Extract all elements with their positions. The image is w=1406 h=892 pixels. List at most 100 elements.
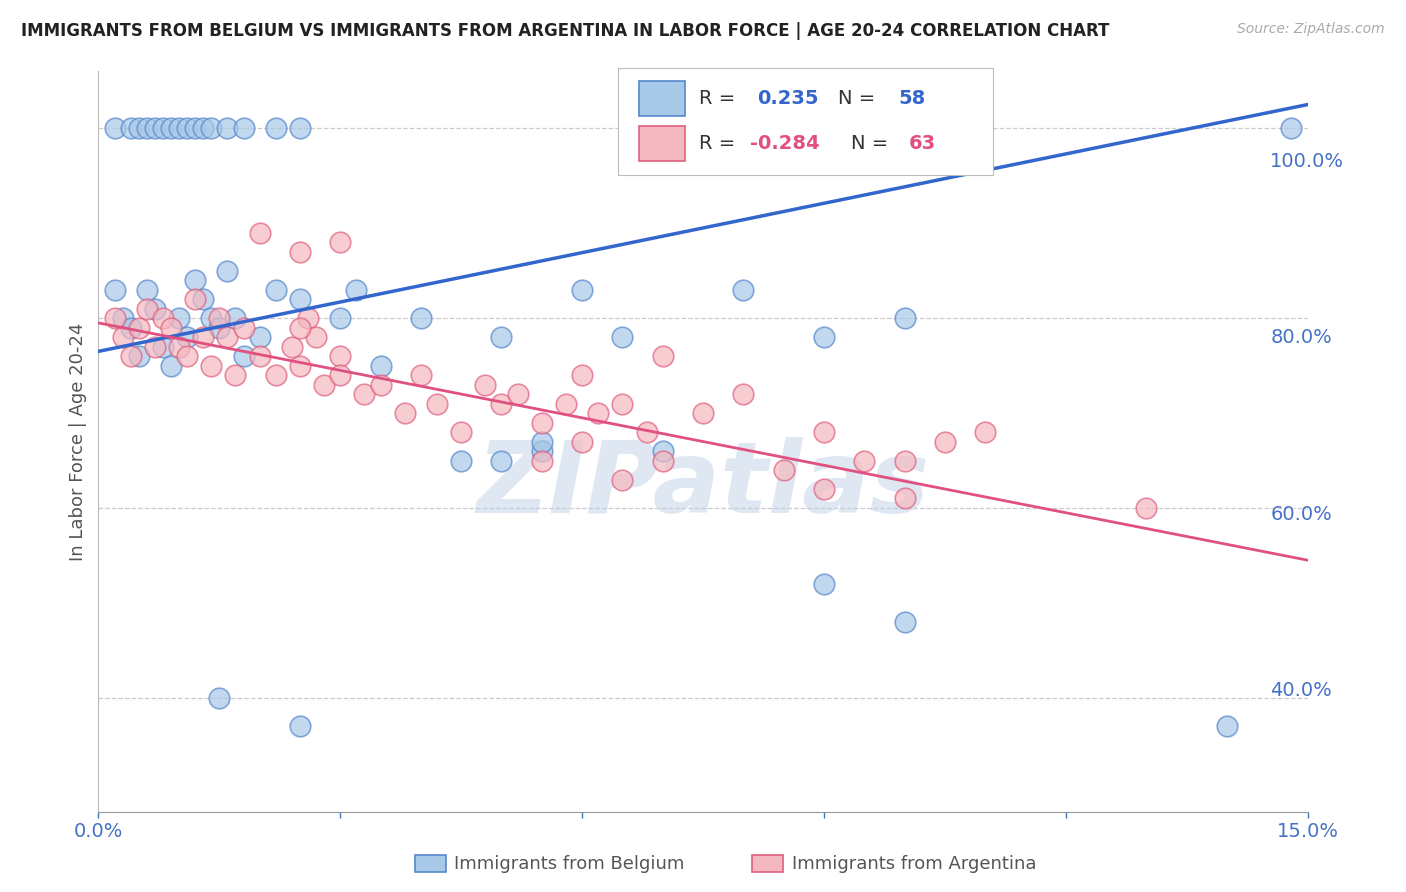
Point	[1240, 153, 1263, 167]
Point	[259, 311, 281, 326]
Point	[186, 329, 209, 343]
Point	[274, 681, 297, 696]
Point	[325, 382, 347, 396]
Point	[564, 461, 586, 475]
Point	[259, 346, 281, 360]
Point	[346, 707, 368, 722]
Point	[245, 364, 267, 378]
Point	[586, 409, 609, 423]
Point	[215, 355, 238, 369]
Point	[281, 285, 304, 299]
Point	[281, 153, 304, 167]
Point	[201, 338, 224, 352]
Point	[231, 153, 253, 167]
Point	[382, 364, 405, 378]
Point	[346, 153, 368, 167]
Point	[309, 364, 332, 378]
Point	[673, 364, 696, 378]
Point	[215, 153, 238, 167]
Text: R =: R =	[717, 123, 759, 142]
Point	[309, 346, 332, 360]
Text: Immigrants from Belgium: Immigrants from Belgium	[454, 855, 685, 873]
Point	[201, 364, 224, 378]
Point	[259, 153, 281, 167]
Point	[238, 355, 260, 369]
Point	[396, 302, 419, 317]
Point	[245, 346, 267, 360]
Point	[637, 409, 659, 423]
Point	[527, 346, 550, 360]
Point	[252, 311, 274, 326]
Point	[745, 400, 768, 414]
Point	[266, 329, 288, 343]
Point	[492, 461, 515, 475]
Point	[368, 391, 391, 405]
Text: N =: N =	[842, 123, 886, 142]
Point	[245, 153, 267, 167]
Point	[405, 400, 427, 414]
Point	[194, 364, 217, 378]
Point	[194, 153, 217, 167]
Point	[346, 268, 368, 282]
Point	[782, 470, 804, 484]
Text: 58: 58	[897, 123, 924, 142]
Point	[252, 293, 274, 308]
Point	[710, 417, 733, 431]
Bar	[662, 158, 704, 191]
Point	[179, 153, 201, 167]
Point	[325, 302, 347, 317]
Point	[527, 461, 550, 475]
Point	[382, 329, 405, 343]
Point	[818, 434, 841, 449]
Point	[309, 250, 332, 264]
Point	[288, 329, 311, 343]
Point	[855, 461, 877, 475]
Point	[470, 409, 492, 423]
Point	[194, 338, 217, 352]
Point	[456, 329, 478, 343]
Point	[360, 346, 382, 360]
Point	[614, 417, 637, 431]
Point	[1181, 707, 1204, 722]
Point	[325, 153, 347, 167]
Point	[1109, 505, 1132, 519]
Point	[891, 496, 914, 510]
Point	[288, 382, 311, 396]
Point	[252, 153, 274, 167]
Point	[208, 153, 231, 167]
Point	[238, 153, 260, 167]
Point	[891, 329, 914, 343]
Point	[440, 417, 463, 431]
Text: N =: N =	[853, 164, 897, 184]
Point	[295, 153, 318, 167]
Text: 63: 63	[905, 164, 934, 184]
Point	[891, 461, 914, 475]
Point	[382, 382, 405, 396]
Point	[274, 338, 297, 352]
Point	[201, 153, 224, 167]
Point	[513, 391, 536, 405]
Point	[527, 409, 550, 423]
Point	[238, 329, 260, 343]
Text: -0.284: -0.284	[763, 164, 832, 184]
Point	[281, 346, 304, 360]
Text: R =: R =	[717, 164, 759, 184]
Point	[222, 329, 245, 343]
Point	[818, 346, 841, 360]
Bar	[662, 116, 704, 149]
Point	[928, 443, 950, 458]
Point	[818, 575, 841, 590]
Point	[222, 355, 245, 369]
Point	[419, 373, 441, 387]
Point	[419, 391, 441, 405]
Point	[600, 382, 623, 396]
Point	[339, 355, 361, 369]
Point	[673, 461, 696, 475]
Point	[564, 452, 586, 467]
Point	[891, 611, 914, 625]
Point	[179, 302, 201, 317]
Y-axis label: In Labor Force | Age 20-24: In Labor Force | Age 20-24	[69, 331, 87, 570]
Point	[295, 364, 318, 378]
Text: ZIPatlas: ZIPatlas	[494, 443, 948, 541]
Point	[231, 338, 253, 352]
